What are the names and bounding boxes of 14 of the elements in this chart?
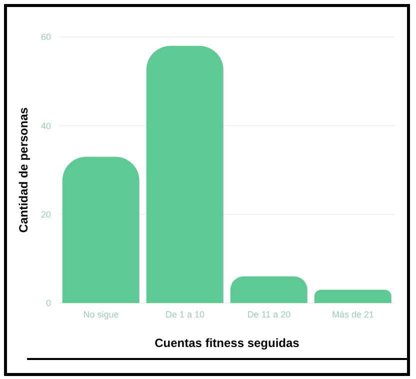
y-tick-label: 0 <box>46 298 51 308</box>
x-tick-label: No sigue <box>83 309 119 320</box>
bar <box>314 290 392 303</box>
x-tick-label: Más de 21 <box>332 309 374 320</box>
y-tick-label: 60 <box>40 32 51 42</box>
y-tick-label: 40 <box>40 120 51 131</box>
y-tick-label: 20 <box>40 210 51 220</box>
x-tick-label: De 11 a 20 <box>247 309 291 320</box>
y-axis-title: Cantidad de personas <box>16 107 30 233</box>
x-tick-label: De 1 a 10 <box>165 309 205 320</box>
bar <box>146 46 224 303</box>
x-axis-title: Cuentas fitness seguidas <box>154 336 300 350</box>
bar <box>230 276 308 303</box>
bar <box>62 156 140 303</box>
